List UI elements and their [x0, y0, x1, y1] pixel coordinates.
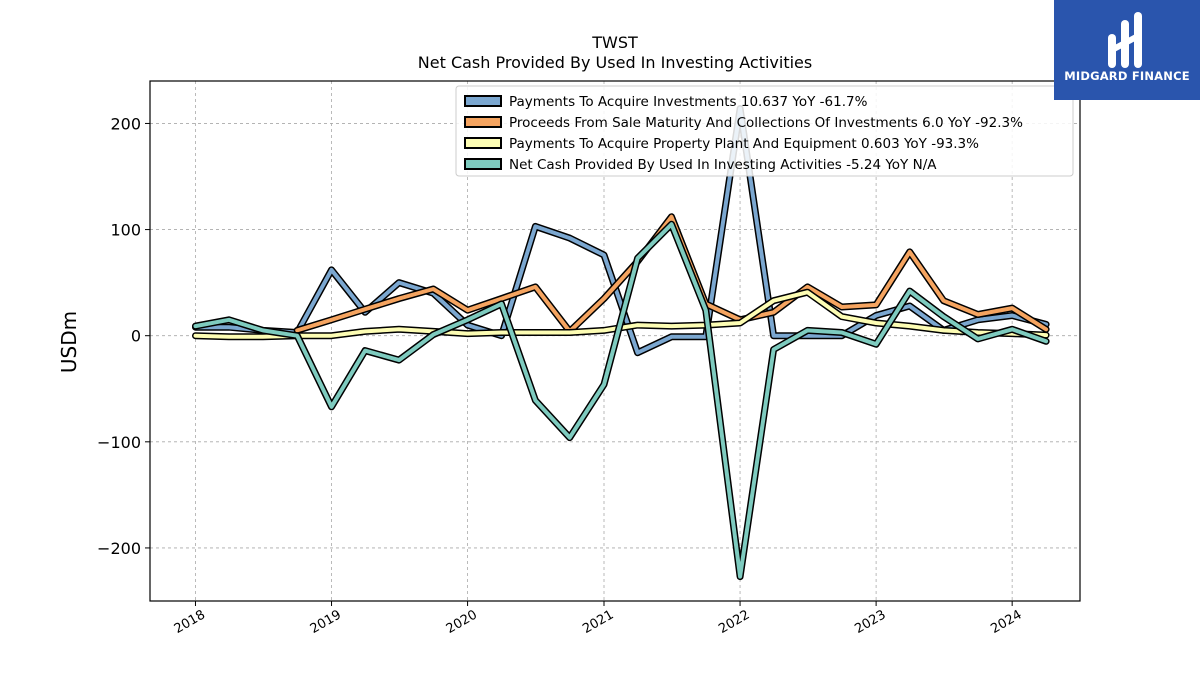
plot-frame — [149, 80, 1081, 602]
x-tick-label: 2021 — [580, 607, 616, 637]
legend-box — [455, 85, 1074, 177]
x-tick-label: 2023 — [852, 607, 888, 637]
legend-item: Net Cash Provided By Used In Investing A… — [464, 157, 937, 173]
legend-swatch — [464, 137, 502, 149]
y-tick-label: −200 — [97, 539, 141, 558]
series-line — [295, 214, 1049, 334]
y-tick-label: 0 — [131, 327, 141, 346]
legend-label: Payments To Acquire Property Plant And E… — [509, 136, 979, 152]
series-line — [193, 222, 1049, 579]
legend-label: Payments To Acquire Investments 10.637 Y… — [509, 94, 868, 110]
legend-item: Proceeds From Sale Maturity And Collecti… — [464, 115, 1023, 131]
brand-logo: MIDGARD FINANCE — [1054, 0, 1200, 100]
midgard-m-logo-icon — [1108, 12, 1142, 68]
series-1 — [192, 105, 1050, 357]
x-tick-label: 2022 — [716, 607, 752, 637]
legend-item: Payments To Acquire Investments 10.637 Y… — [464, 94, 868, 110]
series-line — [193, 106, 1049, 355]
y-tick-label: −100 — [97, 433, 141, 452]
legend-item: Payments To Acquire Property Plant And E… — [464, 136, 979, 152]
y-axis: 200 100 0 −100 −200 — [97, 114, 150, 558]
x-tick-label: 2018 — [172, 607, 208, 637]
legend-swatch — [464, 95, 502, 107]
x-tick-label: 2020 — [444, 607, 480, 637]
series-4 — [192, 220, 1050, 581]
series-2 — [293, 213, 1050, 335]
chart-subtitle: Net Cash Provided By Used In Investing A… — [418, 53, 812, 72]
x-tick-label: 2024 — [988, 607, 1024, 637]
brand-name: MIDGARD FINANCE — [1064, 69, 1190, 83]
legend-swatch — [464, 116, 502, 128]
legend-label: Net Cash Provided By Used In Investing A… — [509, 157, 937, 173]
series-layer — [192, 105, 1050, 581]
y-tick-label: 200 — [110, 114, 141, 133]
legend-swatch — [464, 158, 502, 170]
y-tick-label: 100 — [110, 221, 141, 240]
x-axis: 2018 2019 2020 2021 2022 2023 2024 — [172, 601, 1025, 637]
x-tick-label: 2019 — [308, 607, 344, 637]
chart-title: TWST — [591, 33, 638, 52]
legend: Payments To Acquire Investments 10.637 Y… — [455, 85, 1074, 177]
y-axis-label: USDm — [57, 311, 81, 373]
legend-label: Proceeds From Sale Maturity And Collecti… — [509, 115, 1023, 131]
